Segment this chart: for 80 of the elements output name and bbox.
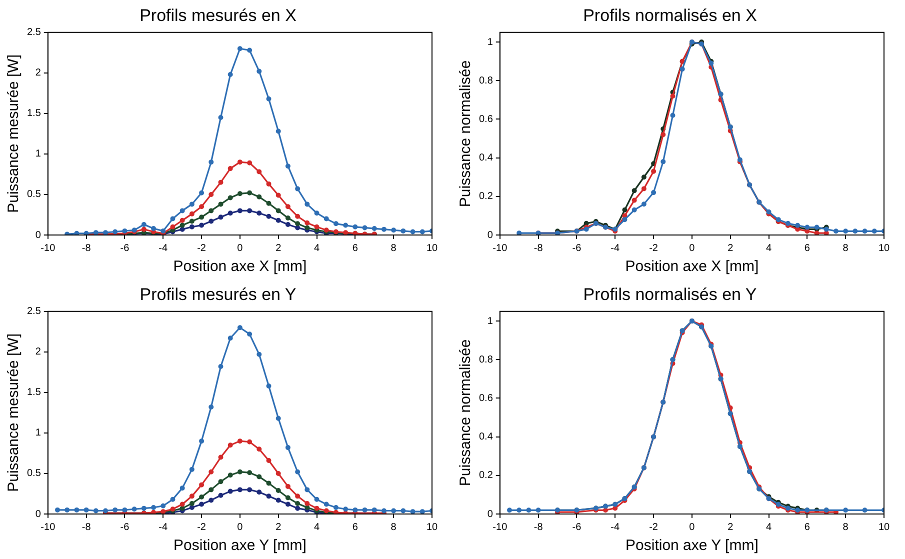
x-tick-label: 4 <box>766 242 772 254</box>
y-tick-label: 1 <box>35 148 42 160</box>
y-tick-label: 0.5 <box>26 189 42 200</box>
x-tick-label: 0 <box>689 522 696 533</box>
chart-title: Profils normalisés en X <box>583 6 757 25</box>
x-tick-label: -2 <box>649 522 658 533</box>
y-tick-label: 2 <box>35 346 42 358</box>
y-tick-label: 2.5 <box>26 306 42 318</box>
x-tick-label: -4 <box>610 242 620 254</box>
y-tick-label: 0.2 <box>478 191 494 202</box>
x-tick-label: -10 <box>40 522 56 533</box>
y-tick-label: 0 <box>487 230 494 241</box>
x-tick-label: 10 <box>426 522 438 533</box>
x-tick-label: -8 <box>82 242 92 254</box>
y-axis-title: Puissance mesurée [W] <box>5 333 22 492</box>
x-tick-label: -10 <box>40 242 56 254</box>
y-tick-label: 0.5 <box>26 468 42 480</box>
y-tick-label: 1 <box>487 316 494 327</box>
x-axis-title: Position axe Y [mm] <box>174 537 306 554</box>
x-tick-label: 8 <box>390 522 397 533</box>
x-tick-label: 4 <box>766 522 772 533</box>
x-tick-label: -10 <box>492 242 508 254</box>
y-axis-title: Puissance mesurée [W] <box>5 54 22 213</box>
x-tick-label: 6 <box>804 522 810 533</box>
chart-title: Profils normalisés en Y <box>583 284 757 304</box>
y-tick-label: 0 <box>35 230 42 241</box>
x-tick-label: 2 <box>276 522 282 533</box>
y-tick-label: 2 <box>35 68 42 79</box>
y-tick-label: 0.4 <box>478 152 494 164</box>
y-axis-title: Puissance normalisée <box>457 339 474 486</box>
y-tick-label: 0.6 <box>478 392 494 404</box>
x-tick-label: 6 <box>804 242 810 254</box>
x-tick-label: 4 <box>314 522 320 533</box>
x-tick-label: -2 <box>649 242 658 254</box>
chart-title: Profils mesurés en X <box>140 6 296 25</box>
x-tick-label: -8 <box>82 522 92 533</box>
y-tick-label: 1 <box>487 36 494 48</box>
x-tick-label: -6 <box>572 242 582 254</box>
y-tick-label: 0 <box>487 508 494 520</box>
x-tick-label: 4 <box>314 242 320 254</box>
y-tick-label: 0.4 <box>478 432 494 443</box>
x-tick-label: -10 <box>492 522 508 533</box>
x-tick-label: -4 <box>158 242 168 254</box>
y-tick-label: 0.8 <box>478 75 494 86</box>
x-tick-label: -6 <box>572 522 582 533</box>
y-tick-label: 0 <box>35 508 42 520</box>
x-tick-label: 2 <box>276 242 282 254</box>
x-tick-label: 6 <box>352 522 358 533</box>
y-tick-label: 1.5 <box>26 108 42 120</box>
x-tick-label: -6 <box>120 522 130 533</box>
x-tick-label: -6 <box>120 242 130 254</box>
y-tick-label: 0.6 <box>478 114 494 125</box>
x-tick-label: 10 <box>426 242 438 254</box>
y-tick-label: 0.8 <box>478 354 494 366</box>
y-tick-label: 0.2 <box>478 470 494 482</box>
y-tick-label: 1.5 <box>26 387 42 398</box>
x-tick-label: -4 <box>158 522 168 533</box>
x-axis-title: Position axe X [mm] <box>625 258 759 276</box>
y-tick-label: 2.5 <box>26 27 42 38</box>
x-tick-label: 2 <box>728 242 734 254</box>
x-tick-label: 10 <box>878 242 890 254</box>
x-tick-label: 8 <box>842 522 849 533</box>
x-tick-label: -8 <box>534 522 544 533</box>
x-tick-label: 8 <box>390 242 397 254</box>
x-tick-label: -2 <box>197 522 206 533</box>
x-tick-label: 0 <box>237 242 244 254</box>
y-tick-label: 1 <box>35 428 42 439</box>
x-tick-label: 0 <box>689 242 696 254</box>
x-tick-label: 10 <box>878 522 890 533</box>
x-axis-title: Position axe X [mm] <box>173 258 307 276</box>
x-tick-label: -2 <box>197 242 206 254</box>
x-tick-label: -4 <box>610 522 620 533</box>
x-axis-title: Position axe Y [mm] <box>626 537 758 554</box>
x-tick-label: 6 <box>352 242 358 254</box>
x-tick-label: 8 <box>842 242 849 254</box>
y-axis-title: Puissance normalisée <box>457 60 474 208</box>
x-tick-label: -8 <box>534 242 544 254</box>
x-tick-label: 2 <box>728 522 734 533</box>
chart-title: Profils mesurés en Y <box>140 284 296 304</box>
x-tick-label: 0 <box>237 522 244 533</box>
